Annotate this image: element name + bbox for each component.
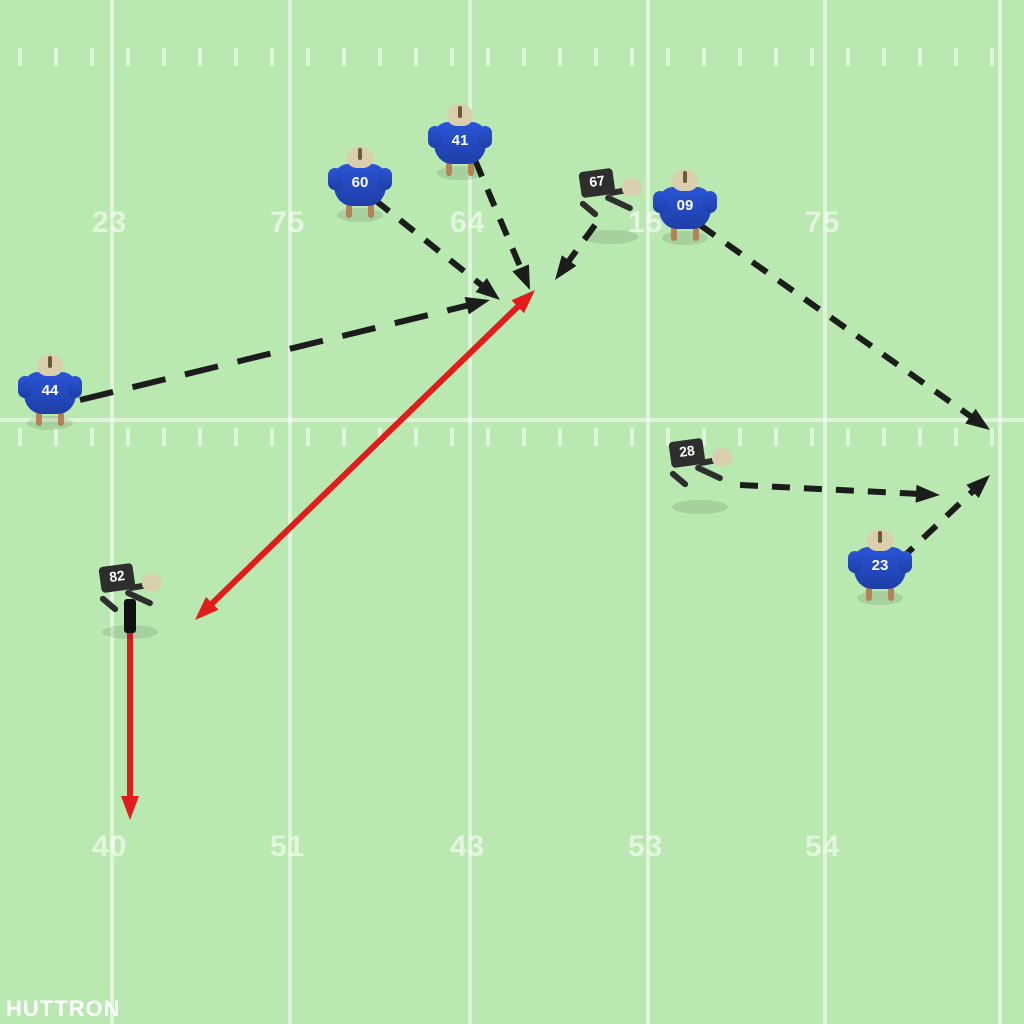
yard-line	[823, 0, 827, 1024]
yard-number: 75	[270, 206, 305, 240]
yard-number: 23	[92, 206, 127, 240]
yard-number: 53	[628, 830, 663, 864]
jersey-number: 44	[20, 382, 80, 399]
player-blue: 41	[430, 104, 490, 176]
watermark: HUTTRON	[6, 996, 121, 1022]
yard-number: 40	[92, 830, 127, 864]
yard-line	[646, 0, 650, 1024]
jersey-number: 23	[850, 557, 910, 574]
field-midline	[0, 418, 1024, 422]
play-diagram-field: 237564157540514353544460410923672882HUTT…	[0, 0, 1024, 1024]
yard-number: 54	[805, 830, 840, 864]
yard-line	[110, 0, 114, 1024]
player-blue: 09	[655, 169, 715, 241]
player-dark: 67	[570, 170, 650, 240]
jersey-number: 41	[430, 132, 490, 149]
yard-number: 64	[450, 206, 485, 240]
player-dark: 82	[90, 565, 170, 635]
yard-line	[998, 0, 1002, 1024]
player-blue: 44	[20, 354, 80, 426]
yard-line	[288, 0, 292, 1024]
player-blue: 23	[850, 529, 910, 601]
player-blue: 60	[330, 146, 390, 218]
player-dark: 28	[660, 440, 740, 510]
yard-number: 51	[270, 830, 305, 864]
yard-number: 75	[805, 206, 840, 240]
yard-number: 43	[450, 830, 485, 864]
jersey-number: 60	[330, 174, 390, 191]
arrows-overlay	[0, 0, 1024, 1024]
jersey-number: 09	[655, 197, 715, 214]
